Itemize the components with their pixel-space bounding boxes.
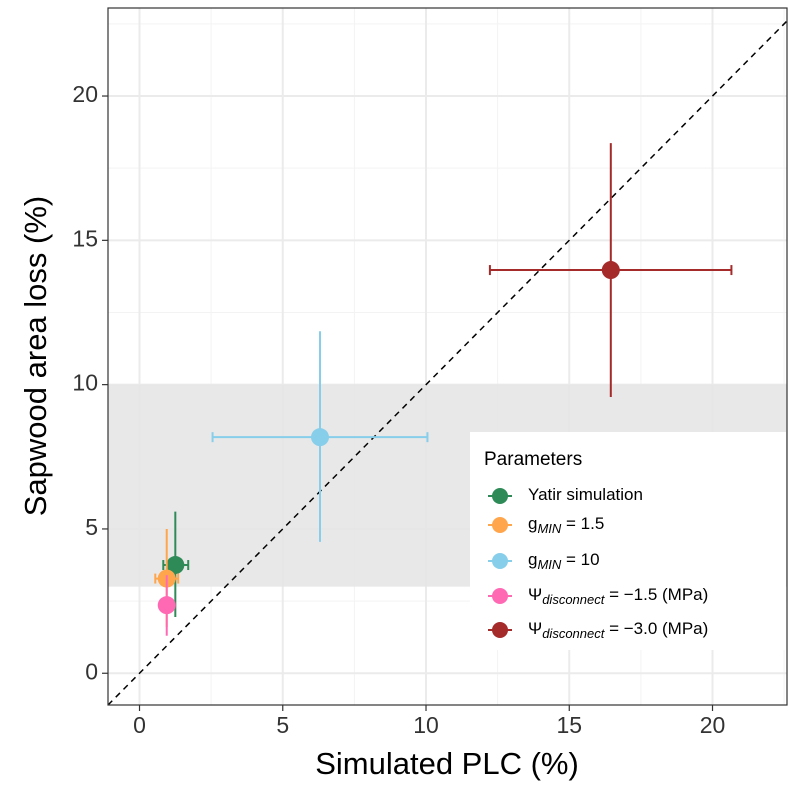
- legend-title: Parameters: [484, 449, 582, 470]
- x-tick-label: 10: [413, 712, 439, 738]
- legend-text: = 1.5: [561, 514, 604, 533]
- legend-label: Yatir simulation: [528, 485, 643, 504]
- legend-text: = −1.5 (MPa): [604, 585, 708, 604]
- legend-text: Ψ: [528, 619, 542, 638]
- point: [157, 596, 176, 615]
- y-tick-label: 15: [72, 225, 98, 251]
- legend-swatch: [492, 517, 508, 533]
- legend-text: g: [528, 514, 537, 533]
- legend-label: Ψdisconnect = −1.5 (MPa): [528, 585, 708, 607]
- legend-box: [470, 432, 786, 650]
- legend-label: Ψdisconnect = −3.0 (MPa): [528, 619, 708, 641]
- point: [166, 556, 185, 575]
- y-tick-label: 20: [72, 81, 98, 107]
- legend-text: disconnect: [542, 592, 606, 607]
- x-tick-label: 20: [700, 712, 726, 738]
- legend-swatch: [492, 553, 508, 569]
- x-tick-label: 0: [133, 712, 146, 738]
- y-tick-label: 5: [85, 514, 98, 540]
- legend-swatch: [492, 622, 508, 638]
- y-tick-label: 0: [85, 658, 98, 684]
- legend-label: gMIN = 1.5: [528, 514, 604, 536]
- legend-text: = 10: [561, 550, 599, 569]
- legend-text: = −3.0 (MPa): [604, 619, 708, 638]
- legend-text: Yatir simulation: [528, 485, 643, 504]
- legend-text: MIN: [537, 521, 561, 536]
- legend-text: disconnect: [542, 626, 606, 641]
- legend-text: MIN: [537, 557, 561, 572]
- x-axis-title: Simulated PLC (%): [315, 746, 579, 781]
- legend-text: g: [528, 550, 537, 569]
- panel-border: [107, 7, 788, 706]
- legend-swatch: [492, 588, 508, 604]
- y-tick-label: 10: [72, 370, 98, 396]
- legend-text: Ψ: [528, 585, 542, 604]
- point: [311, 428, 330, 447]
- identity-line: [107, 20, 788, 706]
- y-axis-title: Sapwood area loss (%): [18, 196, 53, 517]
- x-tick-label: 5: [276, 712, 289, 738]
- x-tick-label: 15: [556, 712, 582, 738]
- legend-label: gMIN = 10: [528, 550, 600, 572]
- legend-swatch: [492, 488, 508, 504]
- point: [601, 261, 620, 280]
